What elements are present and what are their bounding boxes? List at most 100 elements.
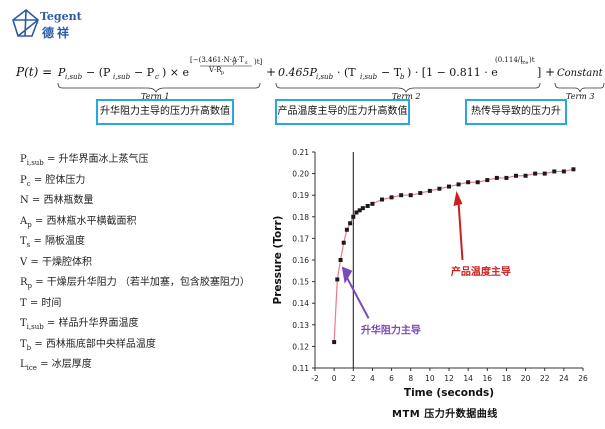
legend-symbol: T bbox=[20, 297, 27, 309]
svg-text:c: c bbox=[155, 73, 159, 81]
data-point bbox=[542, 171, 547, 176]
pressure-rise-formula: P(t) = P i,sub − (P i,sub − P c ) × e [−… bbox=[15, 56, 605, 100]
data-point bbox=[533, 171, 538, 176]
data-point bbox=[399, 193, 404, 198]
legend-symbol: T bbox=[20, 236, 27, 247]
x-axis-label: Time (seconds) bbox=[404, 387, 494, 399]
data-point bbox=[561, 169, 566, 174]
brand-name: Tegent bbox=[40, 10, 82, 23]
data-point bbox=[351, 214, 356, 219]
data-point bbox=[365, 204, 370, 208]
legend-text: = 隔板温度 bbox=[30, 236, 86, 247]
svg-text:i,sub: i,sub bbox=[113, 73, 131, 81]
data-point bbox=[466, 180, 471, 185]
svg-text:p: p bbox=[221, 70, 224, 76]
data-point bbox=[389, 195, 394, 200]
legend-subscript: s bbox=[26, 241, 31, 249]
data-point bbox=[357, 208, 362, 213]
svg-text:i,sub: i,sub bbox=[65, 73, 83, 81]
svg-text:− T: − T bbox=[381, 66, 402, 79]
legend-item: Pc = 腔体压力 bbox=[20, 171, 85, 188]
svg-text:p: p bbox=[233, 60, 236, 66]
term-2-box: 产品温度主导的压力升高数值 bbox=[275, 99, 410, 125]
x-tick-label: 24 bbox=[559, 374, 569, 383]
x-tick-label: 18 bbox=[502, 374, 512, 383]
svg-text:Constant · t: Constant · t bbox=[557, 68, 605, 79]
data-point bbox=[475, 180, 480, 185]
legend-item: V = 干燥腔体积 bbox=[20, 253, 92, 268]
svg-text:)t]: )t] bbox=[254, 58, 263, 66]
legend-item: Ts = 隔板温度 bbox=[20, 232, 85, 249]
legend-symbol: N bbox=[20, 195, 29, 206]
x-tick-label: 26 bbox=[578, 374, 588, 383]
data-point bbox=[338, 258, 343, 262]
data-point bbox=[341, 240, 346, 245]
data-point bbox=[332, 340, 337, 345]
data-point bbox=[418, 191, 423, 196]
legend-subscript: p bbox=[27, 220, 32, 229]
svg-text:s: s bbox=[245, 60, 248, 66]
legend-item: Pi,sub = 升华界面冰上蒸气压 bbox=[20, 150, 149, 167]
y-tick-label: 0.16 bbox=[292, 256, 309, 265]
legend-text: = 冰层厚度 bbox=[36, 359, 92, 370]
brand-name-cn: 德祥 bbox=[42, 26, 73, 40]
data-point bbox=[348, 221, 353, 226]
legend-item: N = 西林瓶数量 bbox=[20, 191, 94, 206]
legend-subscript: ice bbox=[26, 364, 37, 372]
data-point bbox=[447, 184, 451, 189]
y-tick-label: 0.17 bbox=[292, 234, 309, 243]
term-3-box: 热传导导致的压力升 bbox=[465, 99, 567, 125]
legend-text: = 升华界面冰上蒸气压 bbox=[43, 154, 149, 165]
y-tick-label: 0.20 bbox=[292, 170, 309, 179]
legend-item: Rp = 干燥层升华阻力 （若半加塞，包含胶塞阻力） bbox=[20, 273, 250, 290]
red-arrow-shaft bbox=[457, 201, 464, 261]
x-tick-label: 2 bbox=[351, 374, 356, 383]
svg-text:b: b bbox=[400, 73, 405, 81]
mtm-pressure-chart: 0.11 0.12 0.13 0.14 0.15 0.16 0.17 0.18 0.19 0.20… bbox=[272, 148, 588, 399]
svg-text:0.465P: 0.465P bbox=[278, 66, 317, 79]
y-axis-label: Pressure (Torr) bbox=[272, 216, 284, 305]
legend-subscript: p bbox=[27, 282, 33, 290]
legend-text: = 干燥层升华阻力 （若半加塞，包含胶塞阻力） bbox=[32, 277, 250, 288]
legend-symbol: A bbox=[20, 215, 28, 227]
legend-symbol: L bbox=[20, 359, 27, 370]
legend-text: = 干燥腔体积 bbox=[27, 256, 92, 268]
y-tick-label: 0.12 bbox=[292, 342, 309, 351]
legend-subscript: c bbox=[26, 179, 31, 188]
data-point bbox=[456, 182, 461, 187]
x-tick-label: 12 bbox=[444, 374, 454, 383]
legend-symbol: P bbox=[20, 154, 27, 165]
y-tick-label: 0.13 bbox=[292, 321, 309, 330]
x-tick-label: 22 bbox=[540, 374, 550, 383]
y-tick-label: 0.19 bbox=[292, 191, 309, 200]
legend-symbol: V bbox=[20, 256, 28, 268]
svg-text:·T: ·T bbox=[237, 56, 244, 64]
svg-text:]: ] bbox=[537, 66, 541, 79]
x-tick-label: 16 bbox=[483, 374, 493, 383]
svg-text:+: + bbox=[545, 65, 555, 79]
svg-text:ice: ice bbox=[521, 60, 528, 66]
legend-text: = 时间 bbox=[26, 297, 62, 309]
svg-text:i,sub: i,sub bbox=[360, 73, 378, 81]
x-tick-label: 8 bbox=[408, 374, 413, 383]
data-point bbox=[552, 169, 557, 174]
legend-subscript: i,sub bbox=[26, 323, 44, 331]
annotation-sublimation-resistance: 升华阻力主导 bbox=[361, 323, 421, 336]
svg-text:− P: − P bbox=[134, 66, 155, 79]
data-point bbox=[523, 173, 528, 178]
chart-caption: MTM 压力升数据曲线 bbox=[392, 409, 498, 420]
term-2-label: Term 2 bbox=[392, 92, 421, 100]
legend-subscript: b bbox=[26, 343, 32, 352]
legend-text: = 腔体压力 bbox=[30, 174, 86, 186]
term-1-label: Term 1 bbox=[141, 92, 170, 100]
annotation-product-temp: 产品温度主导 bbox=[451, 265, 511, 278]
x-tick-label: 10 bbox=[425, 374, 435, 383]
y-tick-label: 0.21 bbox=[292, 148, 309, 157]
purple-arrow-shaft bbox=[344, 274, 370, 319]
x-tick-label: 20 bbox=[521, 374, 531, 383]
svg-text:− (P: − (P bbox=[86, 66, 111, 79]
data-point bbox=[380, 197, 384, 202]
data-point bbox=[514, 173, 518, 178]
y-tick-label: 0.14 bbox=[292, 299, 309, 308]
series-line bbox=[333, 168, 574, 343]
